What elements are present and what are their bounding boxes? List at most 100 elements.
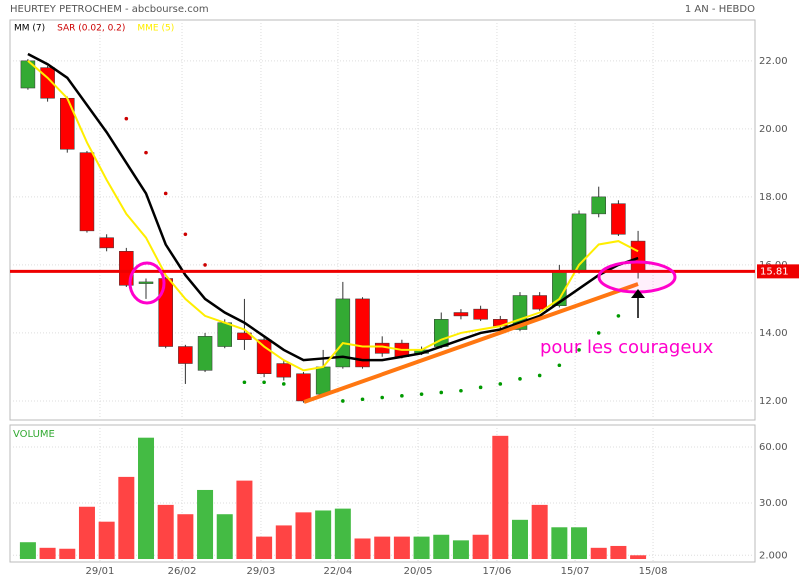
y-tick-label: 2.000 bbox=[759, 550, 788, 561]
highlight-circle bbox=[128, 261, 166, 305]
volume-bar bbox=[571, 527, 588, 560]
volume-bar bbox=[374, 536, 391, 560]
volume-bar bbox=[531, 504, 548, 560]
volume-bar bbox=[551, 527, 568, 560]
sar-dot bbox=[557, 363, 562, 368]
volume-bar bbox=[472, 534, 489, 560]
volume-bar bbox=[275, 525, 292, 560]
y-tick-label: 30.00 bbox=[759, 498, 788, 509]
candle-body bbox=[571, 213, 587, 272]
candle-body bbox=[453, 312, 469, 317]
volume-bar bbox=[511, 519, 528, 560]
candle-body bbox=[355, 298, 370, 368]
volume-bar bbox=[334, 508, 351, 560]
sar-dot bbox=[203, 263, 207, 267]
sar-dot bbox=[596, 331, 601, 335]
volume-bar bbox=[630, 555, 647, 560]
sar-dot bbox=[537, 373, 542, 378]
candle-body bbox=[335, 298, 351, 368]
sar-dot bbox=[281, 382, 286, 386]
legend-entry: MM (7) bbox=[14, 24, 45, 34]
y-tick-label: 22.00 bbox=[759, 56, 788, 67]
volume-bar bbox=[59, 548, 76, 560]
x-tick-label: 26/02 bbox=[168, 566, 197, 577]
annotation: pour les courageux bbox=[540, 337, 714, 358]
volume-bar bbox=[433, 534, 450, 560]
candle-body bbox=[532, 295, 547, 310]
y-tick-label: 14.00 bbox=[759, 328, 788, 339]
sar-dot bbox=[124, 116, 129, 121]
volume-bar bbox=[138, 437, 155, 560]
sar-dot bbox=[419, 392, 424, 396]
legend-entry: MME (5) bbox=[137, 24, 174, 34]
x-tick-label: 29/01 bbox=[86, 566, 115, 577]
volume-bar bbox=[118, 476, 135, 560]
sar-dot bbox=[341, 399, 345, 403]
y-tick-label: 20.00 bbox=[759, 124, 788, 135]
y-tick-label: 60.00 bbox=[759, 442, 788, 453]
volume-bar bbox=[354, 538, 371, 560]
candle-body bbox=[591, 196, 606, 215]
volume-bar bbox=[177, 514, 194, 560]
sar-dot bbox=[616, 314, 621, 318]
candle-body bbox=[99, 237, 114, 249]
volume-bar bbox=[157, 504, 174, 560]
volume-bar bbox=[492, 435, 509, 560]
sar-dot bbox=[498, 382, 503, 386]
panel-frame bbox=[9, 19, 756, 421]
sar-dot bbox=[439, 390, 444, 395]
trend-line bbox=[303, 282, 639, 404]
volume-bar bbox=[590, 547, 607, 560]
chart-title: HEURTEY PETROCHEM - abcbourse.com bbox=[10, 4, 209, 15]
sar-dot bbox=[380, 395, 385, 400]
sar-dot bbox=[242, 380, 247, 385]
candle-body bbox=[315, 366, 331, 395]
candle-body bbox=[296, 373, 311, 402]
volume-bar bbox=[39, 547, 56, 560]
period: 1 AN - HEBDO bbox=[685, 4, 755, 15]
candle-body bbox=[611, 203, 626, 235]
candle-body bbox=[256, 339, 272, 374]
sar-dot bbox=[518, 377, 522, 381]
sar-dot bbox=[262, 380, 266, 385]
candle-body bbox=[473, 308, 488, 320]
sar-dot bbox=[183, 232, 188, 237]
legend-entry: VOLUME bbox=[13, 429, 55, 440]
sar-dot bbox=[478, 385, 483, 390]
candle-body bbox=[138, 281, 154, 284]
volume-bar bbox=[295, 512, 312, 560]
price-box bbox=[757, 264, 799, 279]
y-tick-label: 18.00 bbox=[759, 192, 788, 203]
volume-bar bbox=[315, 510, 332, 560]
candle-body bbox=[197, 336, 213, 371]
sar-dot bbox=[459, 388, 463, 393]
volume-bar bbox=[236, 480, 253, 560]
volume-bar bbox=[413, 536, 430, 560]
y-tick-label: 12.00 bbox=[759, 396, 788, 407]
volume-bar bbox=[452, 540, 469, 560]
sar-dot bbox=[577, 348, 581, 352]
candle-body bbox=[217, 322, 232, 347]
volume-bar bbox=[19, 542, 36, 560]
candle-body bbox=[178, 346, 193, 364]
x-tick-label: 20/05 bbox=[404, 566, 433, 577]
x-tick-label: 22/04 bbox=[324, 566, 353, 577]
x-tick-label: 17/06 bbox=[483, 566, 512, 577]
legend-entry: SAR (0.02, 0.2) bbox=[57, 24, 125, 34]
sar-dot bbox=[360, 397, 365, 402]
x-tick-label: 29/03 bbox=[247, 566, 276, 577]
volume-bar bbox=[98, 521, 115, 560]
x-tick-label: 15/08 bbox=[639, 566, 668, 577]
candle-body bbox=[79, 152, 95, 232]
sar-dot bbox=[163, 191, 168, 196]
ma-line bbox=[27, 52, 639, 362]
candle-body bbox=[60, 97, 75, 150]
sar-dot bbox=[400, 394, 404, 398]
sar-dot bbox=[144, 150, 148, 155]
arrow-head bbox=[631, 289, 645, 298]
volume-bar bbox=[393, 536, 410, 560]
volume-bar bbox=[197, 489, 214, 560]
panel-frame bbox=[9, 424, 756, 563]
volume-bar bbox=[256, 536, 273, 560]
